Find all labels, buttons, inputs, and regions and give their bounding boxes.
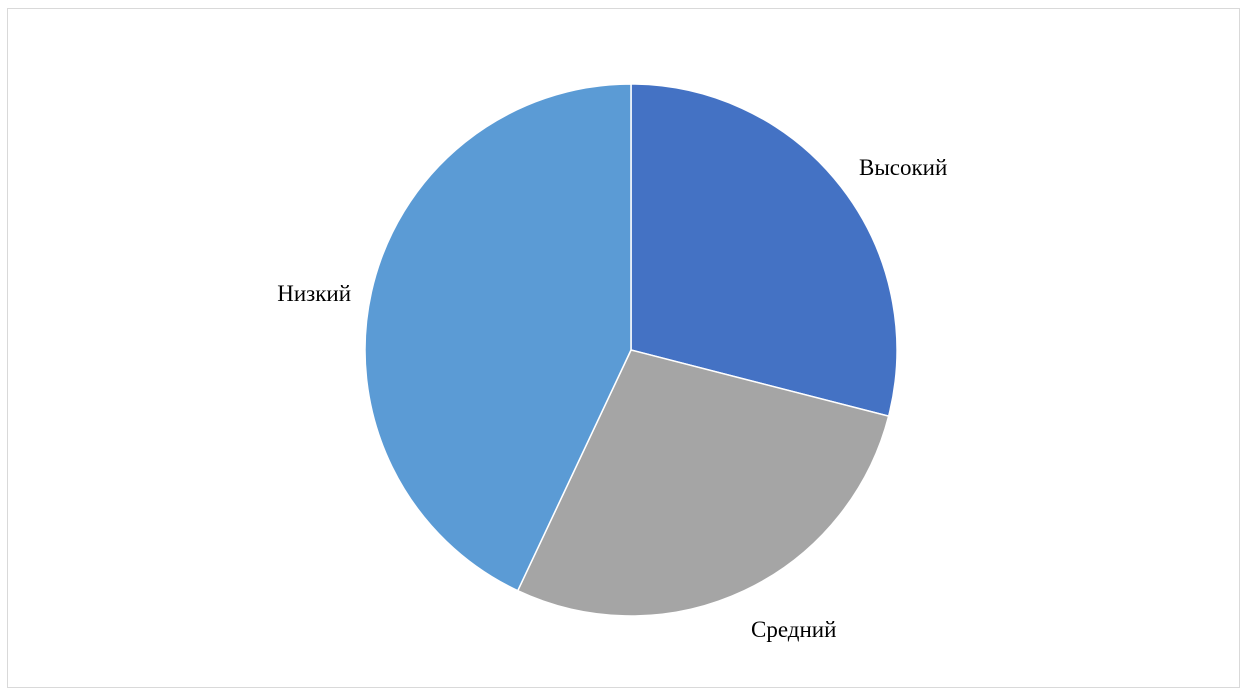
pie-slices	[364, 83, 898, 617]
slice-label-low: Низкий	[277, 281, 351, 306]
slice-label-medium: Средний	[751, 617, 836, 642]
slice-medium	[516, 349, 890, 617]
slice-label-high: Высокий	[859, 155, 947, 180]
slice-low	[364, 83, 632, 592]
slice-high	[630, 83, 898, 418]
chart-area: Высокий Средний Низкий	[7, 8, 1240, 688]
pie-chart: Высокий Средний Низкий	[277, 83, 947, 642]
